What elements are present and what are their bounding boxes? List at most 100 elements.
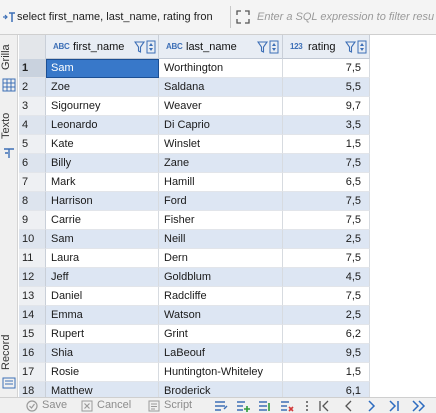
tab-record[interactable]: Record bbox=[0, 331, 18, 395]
cell-rating[interactable]: 6,5 bbox=[283, 173, 370, 192]
row-number[interactable]: 16 bbox=[19, 344, 46, 363]
table-row[interactable]: 17 Rosie Huntington-Whiteley 1,5 bbox=[19, 363, 370, 382]
cell-last-name[interactable]: Neill bbox=[159, 230, 283, 249]
table-row[interactable]: 15 Rupert Grint 6,2 bbox=[19, 325, 370, 344]
cell-last-name[interactable]: Weaver bbox=[159, 97, 283, 116]
expand-icon[interactable] bbox=[235, 9, 251, 25]
sql-filter-icon[interactable] bbox=[2, 10, 16, 24]
cell-first-name[interactable]: Sigourney bbox=[46, 97, 159, 116]
next-page-icon[interactable] bbox=[364, 399, 380, 413]
column-header-rating[interactable]: 123 rating bbox=[283, 35, 370, 59]
row-number[interactable]: 2 bbox=[19, 78, 46, 97]
table-row[interactable]: 1 Sam Worthington 7,5 bbox=[19, 59, 370, 78]
row-number[interactable]: 10 bbox=[19, 230, 46, 249]
cell-rating[interactable]: 6,2 bbox=[283, 325, 370, 344]
cell-first-name[interactable]: Sam bbox=[46, 59, 159, 78]
row-number[interactable]: 4 bbox=[19, 116, 46, 135]
cell-first-name[interactable]: Shia bbox=[46, 344, 159, 363]
row-number[interactable]: 1 bbox=[19, 59, 46, 78]
row-number[interactable]: 14 bbox=[19, 306, 46, 325]
cell-first-name[interactable]: Harrison bbox=[46, 192, 159, 211]
row-number[interactable]: 8 bbox=[19, 192, 46, 211]
edit-row-icon[interactable] bbox=[213, 399, 229, 413]
table-row[interactable]: 11 Laura Dern 7,5 bbox=[19, 249, 370, 268]
cell-first-name[interactable]: Zoe bbox=[46, 78, 159, 97]
cell-rating[interactable]: 7,5 bbox=[283, 249, 370, 268]
fetch-more-icon[interactable] bbox=[410, 399, 426, 413]
cell-first-name[interactable]: Leonardo bbox=[46, 116, 159, 135]
table-row[interactable]: 14 Emma Watson 2,5 bbox=[19, 306, 370, 325]
cell-rating[interactable]: 7,5 bbox=[283, 192, 370, 211]
cell-rating[interactable]: 2,5 bbox=[283, 306, 370, 325]
cell-first-name[interactable]: Kate bbox=[46, 135, 159, 154]
filter-sort-icon[interactable] bbox=[134, 39, 156, 55]
cell-rating[interactable]: 7,5 bbox=[283, 211, 370, 230]
cell-first-name[interactable]: Carrie bbox=[46, 211, 159, 230]
cell-first-name[interactable]: Rosie bbox=[46, 363, 159, 382]
cell-rating[interactable]: 4,5 bbox=[283, 268, 370, 287]
cell-rating[interactable]: 9,7 bbox=[283, 97, 370, 116]
cell-last-name[interactable]: Goldblum bbox=[159, 268, 283, 287]
cell-first-name[interactable]: Emma bbox=[46, 306, 159, 325]
cell-first-name[interactable]: Jeff bbox=[46, 268, 159, 287]
row-number-header[interactable] bbox=[19, 35, 46, 59]
query-text[interactable]: select first_name, last_name, rating fro… bbox=[17, 11, 213, 23]
filter-sort-icon[interactable] bbox=[345, 39, 367, 55]
cell-last-name[interactable]: Di Caprio bbox=[159, 116, 283, 135]
table-row[interactable]: 4 Leonardo Di Caprio 3,5 bbox=[19, 116, 370, 135]
cell-last-name[interactable]: Grint bbox=[159, 325, 283, 344]
column-header-last-name[interactable]: ABC last_name bbox=[159, 35, 283, 59]
cell-rating[interactable]: 1,5 bbox=[283, 135, 370, 154]
row-number[interactable]: 17 bbox=[19, 363, 46, 382]
cancel-button[interactable]: Cancel bbox=[80, 399, 138, 413]
table-row[interactable]: 8 Harrison Ford 7,5 bbox=[19, 192, 370, 211]
row-number[interactable]: 13 bbox=[19, 287, 46, 306]
script-button[interactable]: Script bbox=[147, 399, 201, 413]
cell-last-name[interactable]: LaBeouf bbox=[159, 344, 283, 363]
row-number[interactable]: 7 bbox=[19, 173, 46, 192]
cell-last-name[interactable]: Fisher bbox=[159, 211, 283, 230]
cell-first-name[interactable]: Billy bbox=[46, 154, 159, 173]
cell-last-name[interactable]: Hamill bbox=[159, 173, 283, 192]
cell-last-name[interactable]: Radcliffe bbox=[159, 287, 283, 306]
cell-first-name[interactable]: Laura bbox=[46, 249, 159, 268]
row-number[interactable]: 3 bbox=[19, 97, 46, 116]
cell-first-name[interactable]: Mark bbox=[46, 173, 159, 192]
cell-last-name[interactable]: Dern bbox=[159, 249, 283, 268]
cell-last-name[interactable]: Worthington bbox=[159, 59, 283, 78]
table-row[interactable]: 5 Kate Winslet 1,5 bbox=[19, 135, 370, 154]
cell-rating[interactable]: 7,5 bbox=[283, 287, 370, 306]
row-number[interactable]: 11 bbox=[19, 249, 46, 268]
cell-last-name[interactable]: Huntington-Whiteley bbox=[159, 363, 283, 382]
table-row[interactable]: 6 Billy Zane 7,5 bbox=[19, 154, 370, 173]
table-row[interactable]: 3 Sigourney Weaver 9,7 bbox=[19, 97, 370, 116]
cell-last-name[interactable]: Saldana bbox=[159, 78, 283, 97]
cell-first-name[interactable]: Sam bbox=[46, 230, 159, 249]
filter-sort-icon[interactable] bbox=[257, 39, 279, 55]
cell-rating[interactable]: 3,5 bbox=[283, 116, 370, 135]
more-icon[interactable] bbox=[299, 399, 315, 413]
cell-rating[interactable]: 5,5 bbox=[283, 78, 370, 97]
last-page-icon[interactable] bbox=[386, 399, 402, 413]
column-header-first-name[interactable]: ABC first_name bbox=[46, 35, 159, 59]
cell-last-name[interactable]: Ford bbox=[159, 192, 283, 211]
copy-row-icon[interactable] bbox=[257, 399, 273, 413]
cell-last-name[interactable]: Watson bbox=[159, 306, 283, 325]
table-row[interactable]: 7 Mark Hamill 6,5 bbox=[19, 173, 370, 192]
cell-last-name[interactable]: Zane bbox=[159, 154, 283, 173]
cell-rating[interactable]: 7,5 bbox=[283, 59, 370, 78]
tab-text[interactable]: Texto bbox=[0, 109, 18, 165]
table-row[interactable]: 2 Zoe Saldana 5,5 bbox=[19, 78, 370, 97]
table-row[interactable]: 13 Daniel Radcliffe 7,5 bbox=[19, 287, 370, 306]
row-number[interactable]: 12 bbox=[19, 268, 46, 287]
cell-last-name[interactable]: Winslet bbox=[159, 135, 283, 154]
table-row[interactable]: 12 Jeff Goldblum 4,5 bbox=[19, 268, 370, 287]
row-number[interactable]: 5 bbox=[19, 135, 46, 154]
previous-page-icon[interactable] bbox=[340, 399, 356, 413]
table-row[interactable]: 16 Shia LaBeouf 9,5 bbox=[19, 344, 370, 363]
row-number[interactable]: 9 bbox=[19, 211, 46, 230]
add-row-icon[interactable] bbox=[235, 399, 251, 413]
row-number[interactable]: 6 bbox=[19, 154, 46, 173]
delete-row-icon[interactable] bbox=[279, 399, 295, 413]
tab-grid[interactable]: Grilla bbox=[0, 39, 18, 95]
